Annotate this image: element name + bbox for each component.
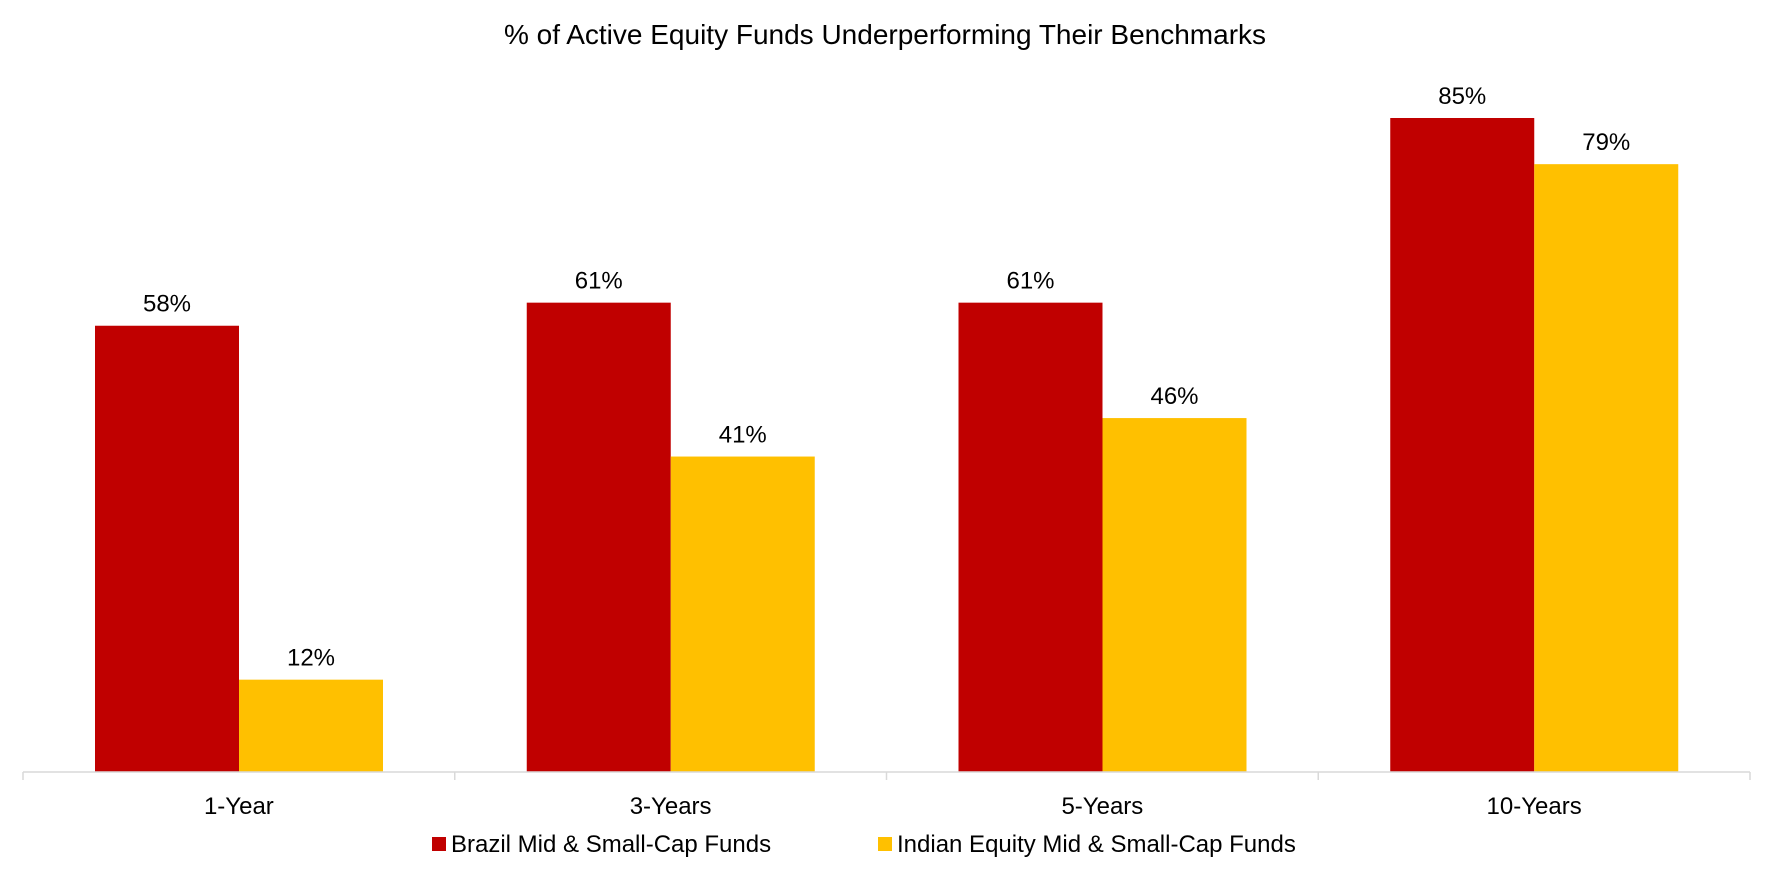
legend-label: Indian Equity Mid & Small-Cap Funds — [897, 831, 1296, 858]
bar-1-Year-series-2 — [239, 679, 383, 772]
data-label: 61% — [1006, 268, 1054, 295]
legend-swatch — [878, 837, 892, 851]
data-label: 79% — [1582, 129, 1630, 156]
bar-1-Year-series-1 — [95, 325, 239, 772]
bar-5-Years-series-1 — [958, 302, 1103, 772]
bars-layer — [95, 118, 1679, 773]
legend-swatch — [432, 837, 446, 851]
bar-3-Years-series-2 — [670, 456, 815, 772]
x-tick-label: 5-Years — [1061, 793, 1143, 820]
bar-10-Years-series-1 — [1390, 118, 1535, 772]
data-label: 85% — [1438, 83, 1486, 110]
bar-3-Years-series-1 — [526, 302, 671, 772]
data-label: 12% — [287, 645, 335, 672]
data-label: 46% — [1150, 383, 1198, 410]
data-label: 61% — [575, 268, 623, 295]
data-labels-layer: 58% 12% 61% 41% 61% 46% 85% 79% — [143, 83, 1630, 672]
x-axis: 1-Year 3-Years 5-Years 10-Years — [22, 771, 1751, 820]
chart-title: % of Active Equity Funds Underperforming… — [504, 19, 1266, 50]
x-tick-label: 1-Year — [204, 793, 274, 820]
data-label: 58% — [143, 291, 191, 318]
legend: Brazil Mid & Small-Cap Funds Indian Equit… — [432, 831, 1296, 858]
bar-5-Years-series-2 — [1102, 418, 1247, 772]
x-tick-label: 3-Years — [630, 793, 712, 820]
bar-10-Years-series-2 — [1534, 164, 1679, 773]
legend-label: Brazil Mid & Small-Cap Funds — [451, 831, 771, 858]
x-tick-label: 10-Years — [1487, 793, 1582, 820]
data-label: 41% — [719, 422, 767, 449]
